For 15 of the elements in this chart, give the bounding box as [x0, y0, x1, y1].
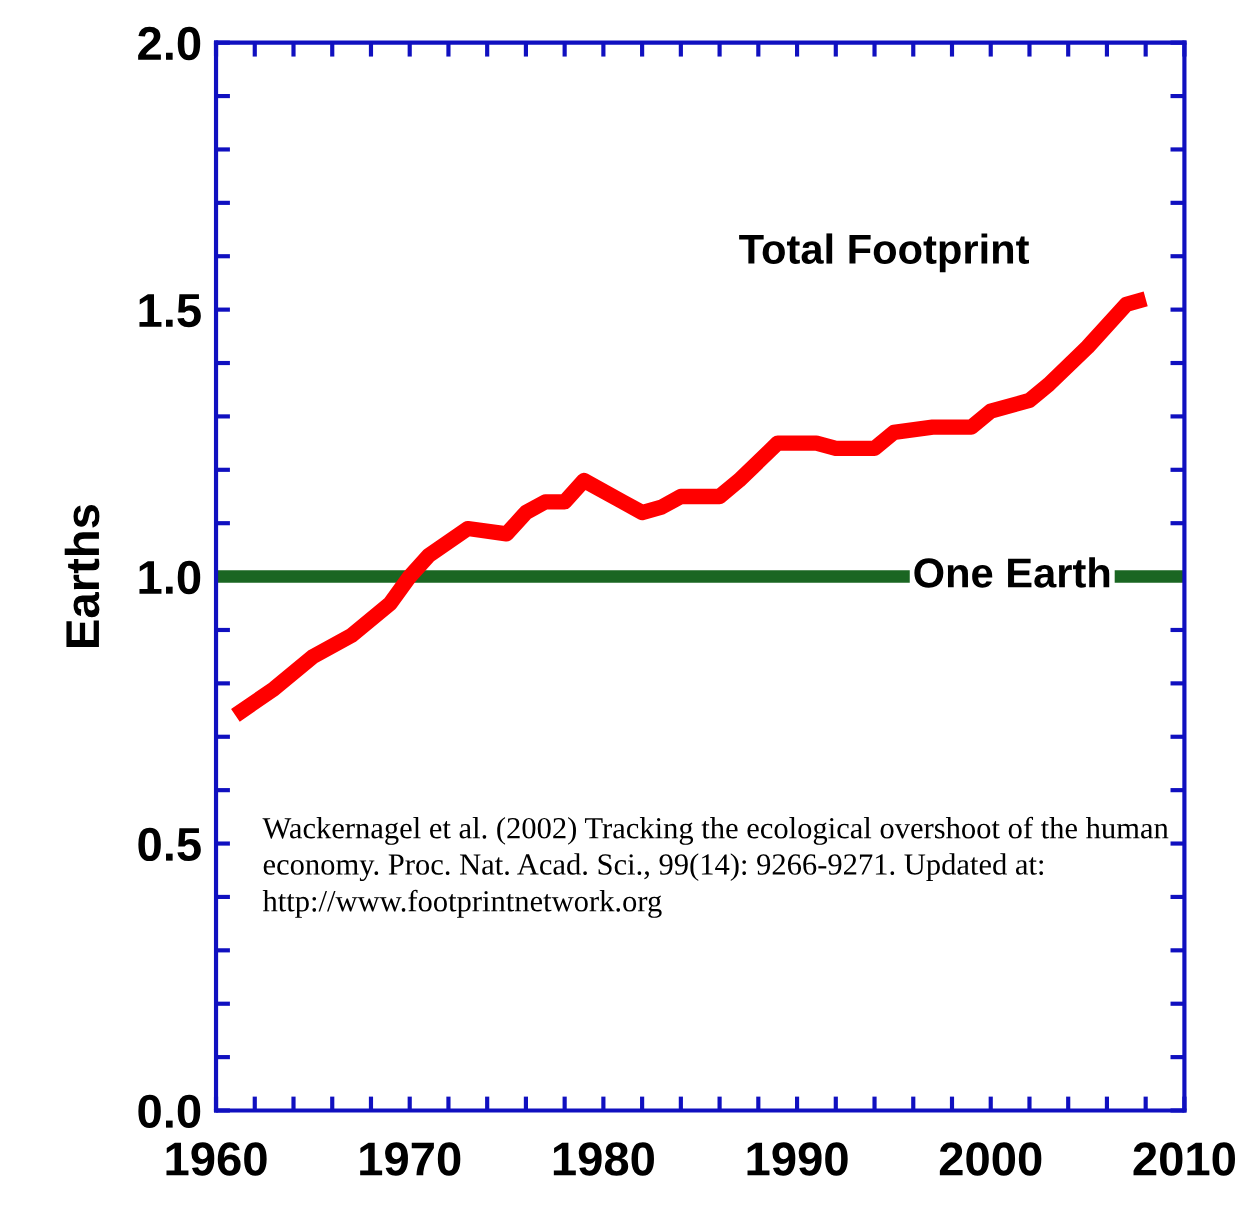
y-axis-title: Earths — [64, 505, 100, 647]
text: Total Footprint — [739, 233, 1029, 273]
x-tick-label: 2000 — [939, 1142, 1042, 1176]
y-tick-label: 0.5 — [138, 827, 201, 862]
x-tick-label: 1990 — [747, 1142, 848, 1176]
x-tick-label: 2010 — [1133, 1142, 1235, 1176]
x-tick-label: 1980 — [553, 1142, 654, 1176]
y-tick-label: 1.5 — [139, 294, 201, 328]
x-tick-label: 1960 — [166, 1142, 267, 1176]
x-tick-label: 1970 — [360, 1142, 461, 1176]
annotation: Wackernagel et al. (2002) Tracking the ecological overshoot of the human economy. Proc. Nat. Acad. Sci., 99(14): 9266-9271. Updated at: http://www.footprintnetwork.org — [262, 816, 1169, 918]
y-tick-label: 1.0 — [139, 560, 201, 595]
y-tick-label: 2.0 — [138, 26, 201, 61]
ref-line-label: One Earth — [914, 557, 1110, 588]
y-tick-label: 0.0 — [138, 1094, 201, 1129]
